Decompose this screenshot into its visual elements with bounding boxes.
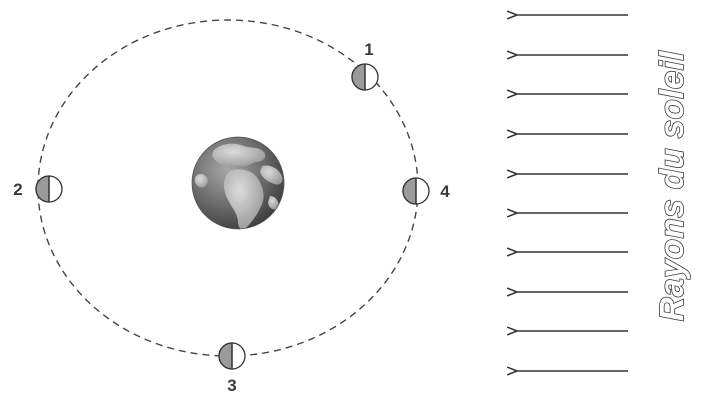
earth-globe-icon: [191, 136, 285, 230]
half-lit-moon-icon: [351, 63, 379, 91]
moon-label-4: 4: [440, 182, 450, 201]
moon-label-2: 2: [13, 180, 22, 199]
moon-label-3: 3: [227, 376, 236, 395]
half-lit-moon-icon: [218, 342, 246, 370]
sun-rays: [516, 15, 628, 371]
moon-label-1: 1: [364, 40, 373, 59]
moon-position-3: 3: [218, 342, 246, 395]
half-lit-moon-icon: [402, 177, 430, 205]
moon-position-2: 2: [13, 175, 63, 203]
rays-label: Rayons du soleil: [653, 51, 690, 322]
moon-position-4: 4: [402, 177, 450, 205]
half-lit-moon-icon: [35, 175, 63, 203]
moon-position-1: 1: [351, 40, 379, 91]
